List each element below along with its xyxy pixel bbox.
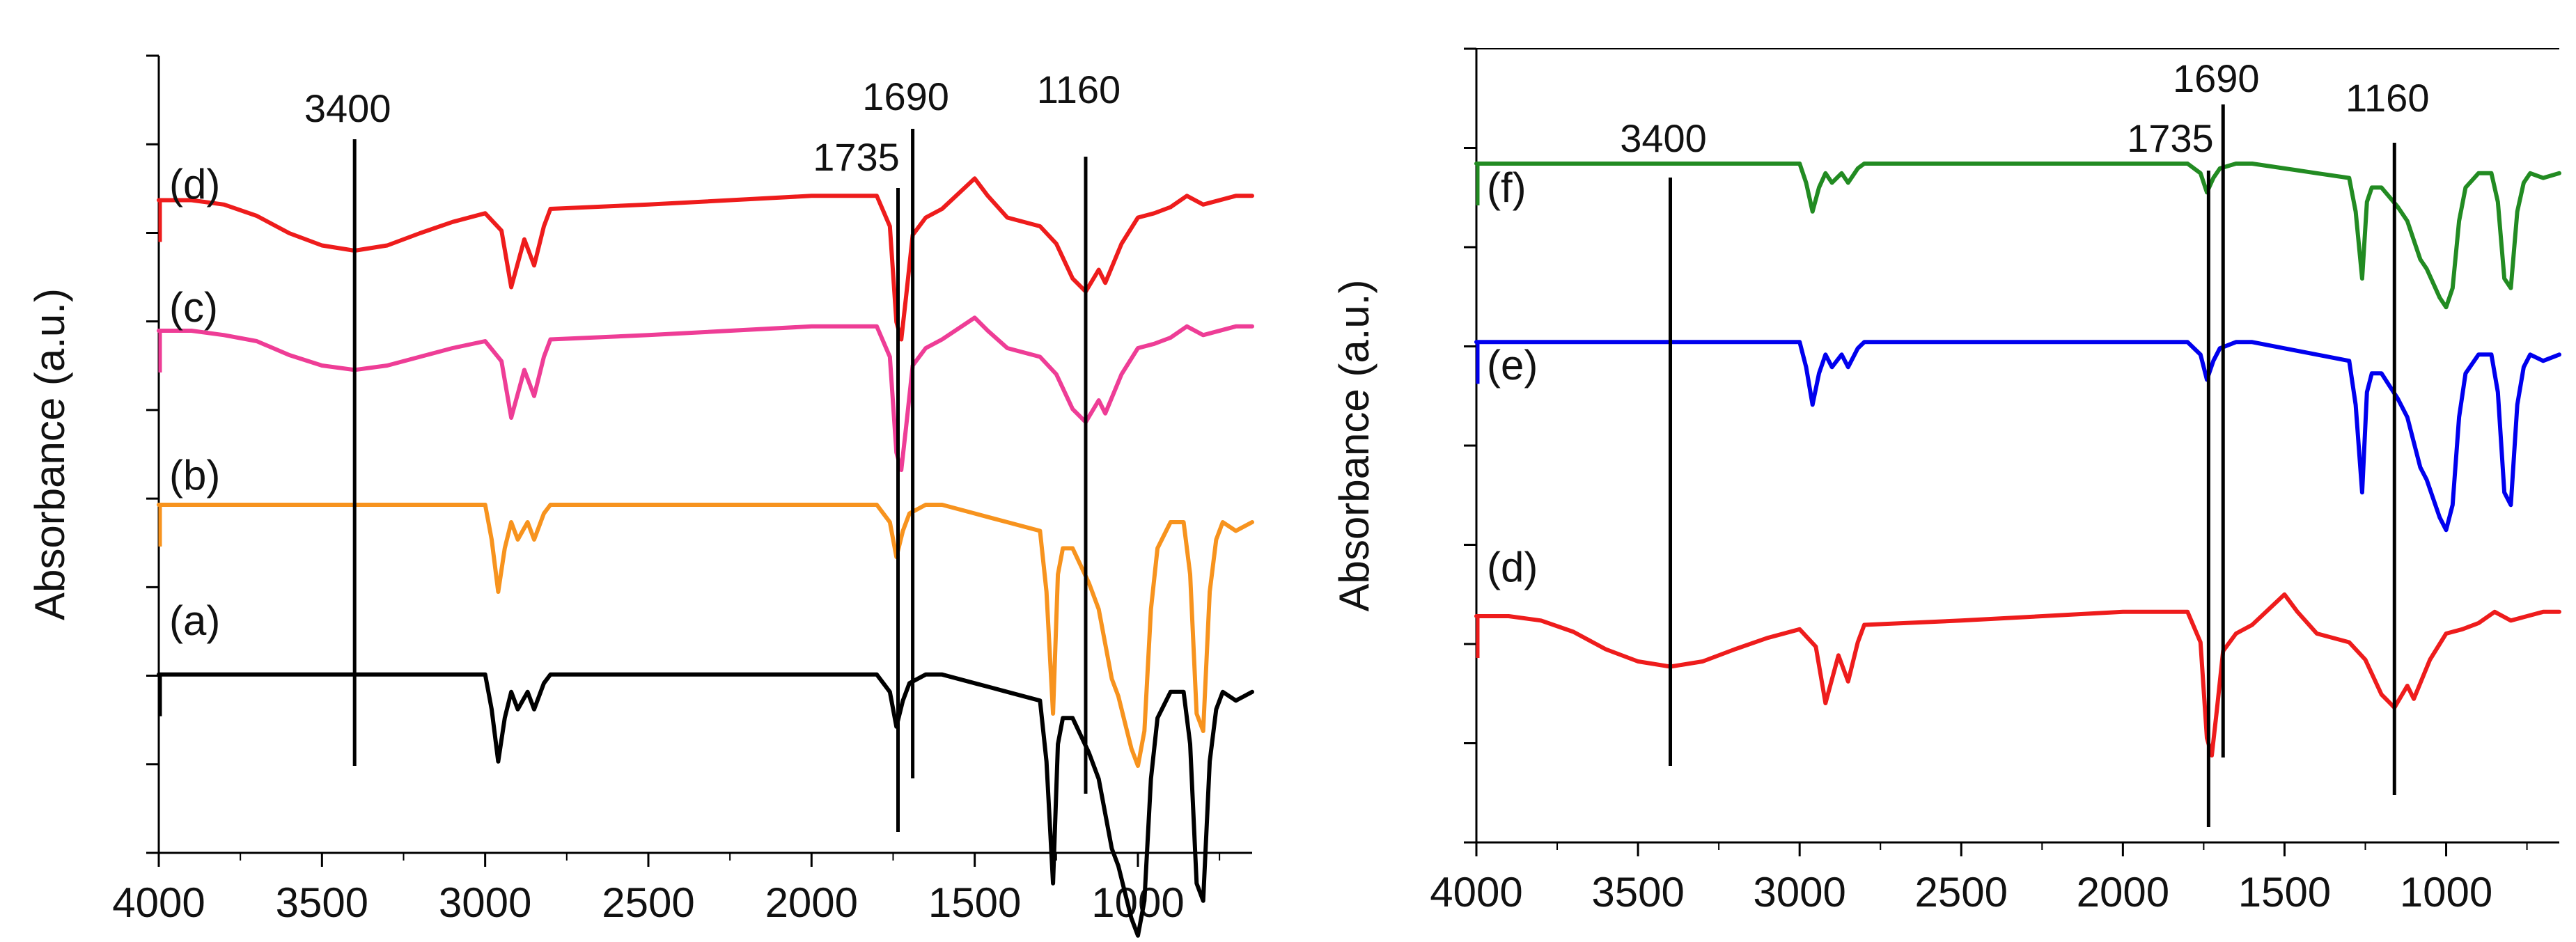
series-line-e	[1474, 340, 2561, 533]
x-tick-label: 1000	[1091, 879, 1184, 926]
x-tick-label: 3000	[439, 879, 531, 926]
x-tick-label: 2000	[2077, 869, 2169, 916]
series-tag-e: (e)	[1487, 342, 1538, 388]
reference-label-1690: 1690	[2173, 56, 2260, 100]
series-line-f	[1474, 162, 2561, 310]
x-tick-label: 2500	[1915, 869, 2008, 916]
reference-label-1160: 1160	[1037, 68, 1121, 111]
series-tag-f: (f)	[1487, 164, 1527, 211]
x-tick-label: 1000	[2400, 869, 2492, 916]
reference-label-1690: 1690	[862, 74, 949, 118]
series-line-d	[157, 176, 1254, 342]
y-axis-title: Absorbance (a.u.)	[26, 288, 73, 620]
x-tick-label: 3000	[1753, 869, 1845, 916]
x-tick-label: 4000	[112, 879, 205, 926]
reference-label-3400: 3400	[304, 86, 391, 130]
series-line-d	[1474, 592, 2561, 757]
series-line-b	[157, 503, 1254, 768]
series-line-a	[157, 672, 1254, 938]
x-tick-label: 2500	[602, 879, 694, 926]
chart-panel-right: 4000 3500 3000 2500 2000 1500 1000 Absorbance (…	[1331, 47, 2561, 916]
series-tag-b: (b)	[169, 452, 220, 499]
x-tick-label: 2000	[765, 879, 858, 926]
x-tick-label: 3500	[276, 879, 368, 926]
series-tag-d: (d)	[169, 161, 220, 207]
series-tag-a: (a)	[169, 597, 220, 644]
series-tag-d: (d)	[1487, 544, 1538, 590]
x-tick-label: 4000	[1430, 869, 1522, 916]
x-tick-label: 3500	[1591, 869, 1684, 916]
series-tag-c: (c)	[169, 284, 218, 331]
y-axis-title: Absorbance (a.u.)	[1331, 280, 1377, 612]
reference-label-1735: 1735	[813, 135, 900, 179]
reference-label-1160: 1160	[2345, 76, 2429, 120]
reference-label-1735: 1735	[2127, 116, 2214, 160]
reference-label-3400: 3400	[1620, 116, 1707, 160]
chart-panel-left: 4000 3500 3000 2500 2000 1500 1000 Absorbance (…	[26, 54, 1254, 938]
x-tick-label: 1500	[2238, 869, 2331, 916]
series-line-c	[157, 315, 1254, 472]
x-tick-label: 1500	[928, 879, 1021, 926]
